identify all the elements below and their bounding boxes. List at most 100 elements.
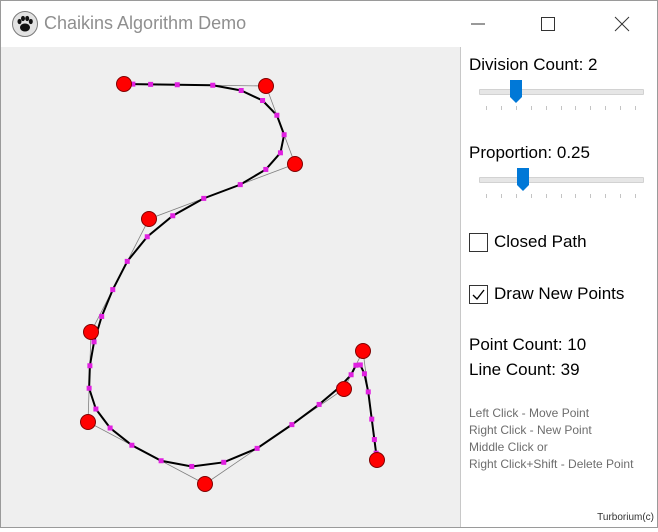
control-polygon-line <box>87 83 378 485</box>
new-point-marker <box>144 234 150 240</box>
line-count-text: Line Count: 39 <box>469 360 580 379</box>
point-count-text: Point Count: 10 <box>469 335 587 354</box>
control-point[interactable] <box>369 452 385 468</box>
close-button[interactable] <box>599 1 645 47</box>
slider-track <box>479 89 644 95</box>
control-point[interactable] <box>116 76 132 92</box>
new-point-marker <box>210 82 216 88</box>
slider-tick <box>500 106 502 110</box>
help-text-line: Right Click - New Point <box>469 423 592 437</box>
slider-tick <box>545 106 547 110</box>
slider-tick <box>635 194 636 198</box>
new-point-marker <box>369 416 375 422</box>
control-point[interactable] <box>141 211 157 227</box>
new-point-marker <box>221 459 227 465</box>
checkbox-box[interactable] <box>469 233 488 252</box>
control-point[interactable] <box>336 381 352 397</box>
new-point-marker <box>86 385 92 391</box>
new-point-marker <box>365 389 371 395</box>
slider-tick <box>486 194 487 198</box>
slider-tick <box>530 194 532 198</box>
slider-ticks <box>479 194 643 198</box>
new-point-marker <box>277 150 283 156</box>
control-point[interactable] <box>355 343 371 359</box>
paw-icon <box>12 11 38 37</box>
checkmark-icon <box>472 289 485 301</box>
slider-tick <box>590 194 592 198</box>
slider-tick <box>575 106 577 110</box>
new-point-marker <box>99 313 105 319</box>
control-point[interactable] <box>197 476 213 492</box>
control-point[interactable] <box>287 156 303 172</box>
new-point-marker <box>289 422 295 428</box>
closed-path-label: Closed Path <box>494 232 587 251</box>
new-point-marker <box>361 371 367 377</box>
help-text-line: Middle Click or <box>469 440 548 454</box>
new-point-marker <box>158 458 164 464</box>
new-point-marker <box>189 463 195 469</box>
proportion-slider[interactable] <box>479 168 644 198</box>
new-point-marker <box>148 81 154 87</box>
new-point-marker <box>110 287 116 293</box>
new-point-marker <box>357 362 363 368</box>
slider-tick <box>575 194 577 198</box>
settings-panel: Division Count: 2 Proportion: 0.25 Close… <box>461 47 657 527</box>
new-point-marker <box>170 213 176 219</box>
new-point-marker <box>174 82 180 88</box>
minimize-button[interactable] <box>455 1 501 47</box>
new-point-marker <box>237 182 243 188</box>
new-point-marker <box>130 81 136 87</box>
slider-tick <box>605 106 607 110</box>
new-point-marker <box>263 166 269 172</box>
slider-tick <box>620 194 622 198</box>
help-text-line: Left Click - Move Point <box>469 406 590 420</box>
slider-thumb[interactable] <box>516 168 530 192</box>
new-point-marker <box>260 98 266 103</box>
draw-new-points-checkbox[interactable]: Draw New Points <box>469 284 658 306</box>
window-title: Chaikins Algorithm Demo <box>44 13 247 33</box>
new-point-marker <box>93 406 99 412</box>
control-point[interactable] <box>258 78 274 94</box>
maximize-button[interactable] <box>525 1 571 47</box>
new-point-marker <box>201 195 207 201</box>
closed-path-checkbox[interactable]: Closed Path <box>469 232 658 254</box>
slider-track <box>479 177 644 183</box>
slider-tick <box>605 194 607 198</box>
new-point-marker <box>87 363 93 369</box>
slider-tick <box>620 106 622 110</box>
new-point-marker <box>274 112 280 118</box>
new-point-marker <box>254 445 260 451</box>
curve-plot[interactable] <box>1 47 460 527</box>
slider-tick <box>545 194 547 198</box>
new-point-marker <box>316 401 322 407</box>
title-bar[interactable]: Chaikins Algorithm Demo <box>1 1 657 47</box>
credit-text: Turborium(c) <box>597 512 654 523</box>
help-text-line: Right Click+Shift - Delete Point <box>469 457 634 471</box>
control-point[interactable] <box>83 324 99 340</box>
close-icon <box>614 16 630 32</box>
control-point[interactable] <box>80 414 96 430</box>
drawing-canvas[interactable] <box>1 47 460 527</box>
slider-thumb[interactable] <box>509 80 523 104</box>
new-point-marker <box>107 425 113 431</box>
slider-ticks <box>479 106 643 110</box>
checkbox-box[interactable] <box>469 285 488 304</box>
maximize-icon <box>541 17 555 31</box>
division-count-slider[interactable] <box>479 80 644 110</box>
new-point-marker <box>129 442 135 448</box>
new-point-marker <box>353 362 359 368</box>
new-point-marker <box>91 339 97 345</box>
slider-tick <box>515 106 517 110</box>
slider-tick <box>486 106 487 110</box>
minimize-icon <box>471 23 485 25</box>
new-point-marker <box>348 372 354 378</box>
new-point-marker <box>371 437 377 443</box>
new-point-marker <box>281 132 287 138</box>
chaikin-curve-line <box>88 83 378 468</box>
slider-tick <box>500 194 502 198</box>
slider-tick <box>560 194 562 198</box>
panel-divider <box>460 47 461 527</box>
slider-tick <box>515 194 517 198</box>
slider-tick <box>635 106 636 110</box>
